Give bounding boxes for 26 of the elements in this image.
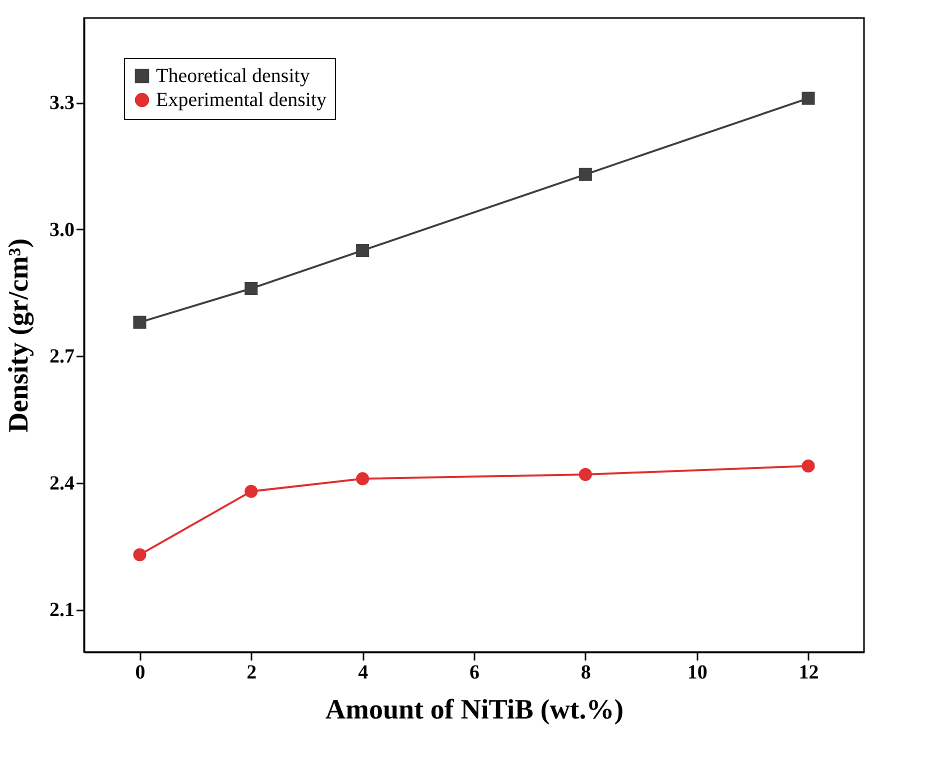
x-tick-label: 6 [470,662,480,684]
y-tick-label: 3.0 [50,218,74,241]
point [578,468,592,481]
y-axis-title: Density (gr/cm³) [4,238,34,433]
point [133,548,146,562]
point [802,460,815,473]
y-tick-label: 2.7 [50,346,74,368]
point [802,92,815,105]
x-tick-label: 2 [246,662,257,684]
x-tick-label: 12 [798,662,819,684]
y-tick-label: 3.3 [50,92,74,114]
point [133,316,146,329]
point [244,484,258,498]
point [356,244,370,257]
y-tick-label: 2.4 [50,472,74,494]
point [244,282,258,296]
x-tick-label: 4 [358,662,368,684]
legend-label: Experimental density [156,89,327,111]
legend-label: Theoretical density [156,65,310,87]
x-tick-label: 8 [580,662,591,684]
y-tick-label: 2.1 [50,599,74,622]
point [578,168,592,181]
x-tick-label: 10 [687,662,708,684]
point [356,472,370,486]
x-axis-title: Amount of NiTiB (wt.%) [325,694,624,726]
x-tick-label: 0 [135,662,146,684]
